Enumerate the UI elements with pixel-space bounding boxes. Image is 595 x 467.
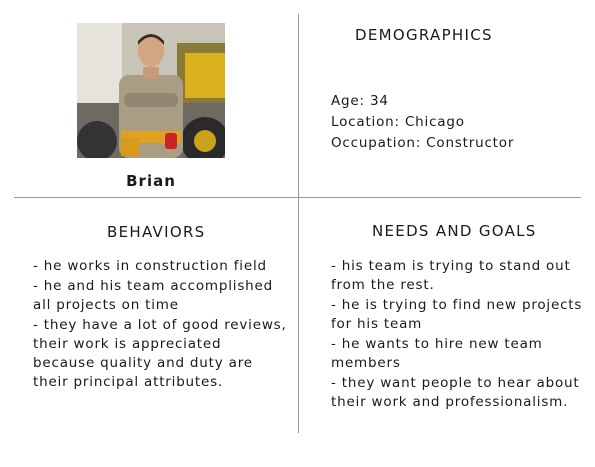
list-item: - he is trying to find new projects for … [331, 297, 583, 332]
demographics-details: Age: 34 Location: Chicago Occupation: Co… [331, 91, 514, 154]
occupation-text: Occupation: Constructor [331, 135, 515, 151]
list-item: - they have a lot of good reviews, their… [33, 317, 287, 390]
persona-name: Brian [126, 172, 176, 190]
demographics-heading: DEMOGRAPHICS [355, 26, 493, 44]
needs-goals-heading: NEEDS AND GOALS [372, 222, 537, 240]
vertical-divider [298, 14, 299, 433]
persona-photo [77, 23, 225, 158]
horizontal-divider [14, 197, 581, 198]
list-item: - his team is trying to stand out from t… [331, 258, 571, 293]
list-item: - they want people to hear about their w… [331, 375, 580, 410]
list-item: - he and his team accomplished all proje… [33, 278, 274, 313]
needs-goals-list: - his team is trying to stand out from t… [331, 257, 586, 413]
location-text: Location: Chicago [331, 114, 465, 130]
behaviors-heading: BEHAVIORS [107, 223, 206, 241]
behaviors-list: - he works in construction field - he an… [33, 257, 288, 393]
list-item: - he works in construction field [33, 258, 267, 274]
age-text: Age: 34 [331, 93, 389, 109]
list-item: - he wants to hire new team members [331, 336, 543, 371]
